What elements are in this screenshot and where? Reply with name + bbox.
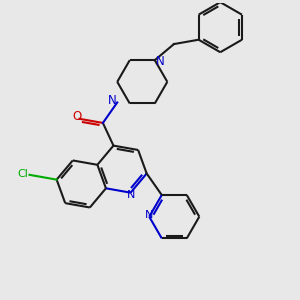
Text: Cl: Cl — [18, 169, 28, 179]
Text: N: N — [108, 94, 116, 107]
Text: N: N — [126, 190, 135, 200]
Text: N: N — [145, 210, 153, 220]
Text: N: N — [156, 55, 164, 68]
Text: O: O — [73, 110, 82, 123]
